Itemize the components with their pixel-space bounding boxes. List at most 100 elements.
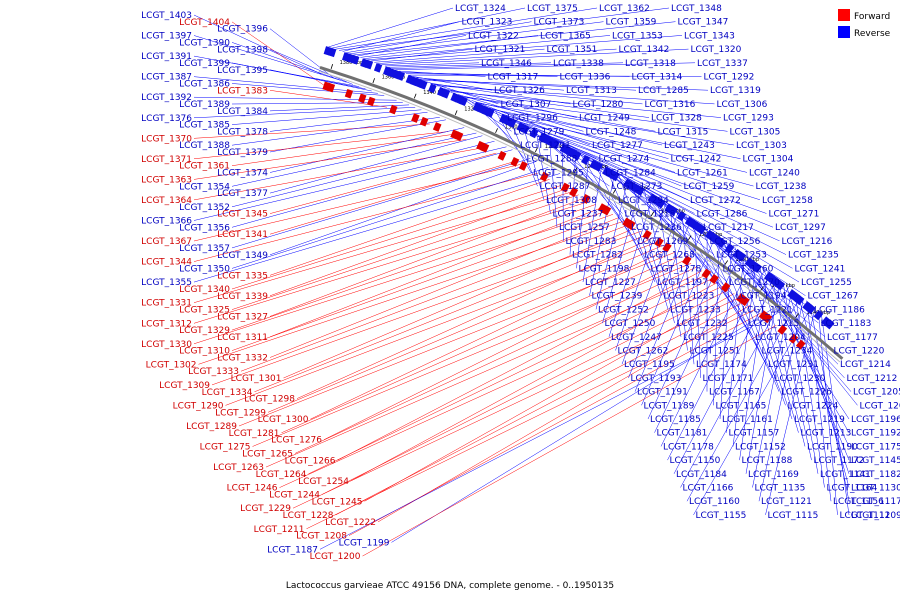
gene-label-right: LCGT_1152 <box>735 442 786 452</box>
gene-label-left: LCGT_1298 <box>244 395 295 405</box>
gene-label-right: LCGT_1188 <box>742 456 793 466</box>
gene-label-right: LCGT_1193 <box>631 374 682 384</box>
leader-line-right <box>339 8 669 50</box>
forward-gene-feature <box>433 122 442 132</box>
gene-label-left: LCGT_1349 <box>217 251 268 261</box>
gene-label-right: LCGT_1135 <box>755 484 806 494</box>
ruler-tick <box>455 110 457 115</box>
gene-label-right: LCGT_1203 <box>860 401 900 411</box>
gene-label-right: LCGT_1271 <box>769 210 820 220</box>
gene-label-right: LCGT_1256 <box>710 237 761 247</box>
leader-line-left <box>232 103 403 105</box>
gene-label-right: LCGT_1115 <box>768 511 819 521</box>
gene-label-right: LCGT_1252 <box>598 305 649 315</box>
gene-label-right: LCGT_1282 <box>572 251 623 261</box>
leader-line-left <box>270 179 550 275</box>
gene-label-right: LCGT_1260 <box>723 264 774 274</box>
gene-label-right: LCGT_1174 <box>696 360 747 370</box>
gene-label-right: LCGT_1305 <box>730 127 781 137</box>
forward-gene-feature <box>510 157 519 167</box>
gene-label-right: LCGT_1238 <box>756 182 807 192</box>
gene-label-right: LCGT_1284 <box>605 168 656 178</box>
gene-label-right: LCGT_1297 <box>775 223 826 233</box>
leader-line-right <box>336 8 598 49</box>
gene-label-right: LCGT_1348 <box>671 4 722 14</box>
gene-label-left: LCGT_1276 <box>271 436 322 446</box>
gene-label-right: LCGT_1214 <box>840 360 891 370</box>
legend-swatch-forward <box>838 9 850 21</box>
ruler-tick <box>373 78 375 83</box>
leader-line-left <box>270 105 409 111</box>
gene-label-right: LCGT_1215 <box>749 319 800 329</box>
leader-line-left <box>297 238 652 399</box>
leader-line-right <box>385 63 479 66</box>
gene-label-right: LCGT_1304 <box>743 155 794 165</box>
gene-label-right: LCGT_1323 <box>462 18 513 28</box>
gene-label-right: LCGT_1192 <box>851 429 900 439</box>
gene-label-right: LCGT_1198 <box>579 264 630 274</box>
legend: Forward Reverse <box>838 9 891 39</box>
leader-line-left <box>266 274 708 467</box>
gene-label-right: LCGT_1232 <box>677 319 728 329</box>
gene-label-right: LCGT_1130 <box>851 484 900 494</box>
gene-label-left: LCGT_1311 <box>217 333 268 343</box>
gene-label-right: LCGT_1292 <box>704 73 755 83</box>
gene-label-right: LCGT_1375 <box>527 4 578 14</box>
gene-label-left: LCGT_1377 <box>217 189 268 199</box>
gene-label-right: LCGT_1269 <box>638 237 689 247</box>
gene-label-right: LCGT_1194 <box>736 292 787 302</box>
gene-label-right: LCGT_1318 <box>625 59 676 69</box>
gene-label-right: LCGT_1277 <box>592 141 643 151</box>
gene-label-right: LCGT_1218 <box>625 210 676 220</box>
gene-label-right: LCGT_1167 <box>709 388 760 398</box>
leader-line-left <box>270 208 602 337</box>
gene-label-right: LCGT_1351 <box>547 45 598 55</box>
gene-label-right: LCGT_1279 <box>514 127 565 137</box>
gene-label-right: LCGT_1319 <box>710 86 761 96</box>
legend-label-reverse: Reverse <box>854 29 891 39</box>
gene-label-right: LCGT_1166 <box>683 484 734 494</box>
gene-label-right: LCGT_1220 <box>834 347 885 357</box>
gene-label-right: LCGT_1231 <box>768 360 819 370</box>
gene-label-right: LCGT_1226 <box>781 388 832 398</box>
gene-label-right: LCGT_1317 <box>488 73 539 83</box>
gene-label-right: LCGT_1337 <box>697 59 748 69</box>
gene-label-right: LCGT_1262 <box>618 347 669 357</box>
gene-label-right: LCGT_1217 <box>703 223 754 233</box>
gene-label-right: LCGT_1241 <box>795 264 846 274</box>
gene-label-left: LCGT_1301 <box>231 374 282 384</box>
gene-label-right: LCGT_1183 <box>821 319 872 329</box>
gene-label-right: LCGT_1250 <box>605 319 656 329</box>
legend-swatch-reverse <box>838 26 850 38</box>
gene-label-right: LCGT_1165 <box>716 401 767 411</box>
gene-label-left: LCGT_1383 <box>217 86 268 96</box>
gene-label-right: LCGT_1227 <box>585 278 636 288</box>
gene-label-right: LCGT_1259 <box>684 182 735 192</box>
gene-label-right: LCGT_1261 <box>677 168 728 178</box>
gene-label-left: LCGT_1245 <box>312 497 363 507</box>
gene-label-right: LCGT_1150 <box>670 456 721 466</box>
leader-line-left <box>270 112 428 131</box>
gene-label-right: LCGT_1195 <box>624 360 675 370</box>
gene-label-right: LCGT_1285 <box>638 86 689 96</box>
gene-label-right: LCGT_1160 <box>689 497 740 507</box>
gene-label-right: LCGT_1326 <box>494 86 545 96</box>
gene-label-left: LCGT_1200 <box>310 552 361 562</box>
gene-label-right: LCGT_1247 <box>611 333 662 343</box>
gene-label-left: LCGT_1379 <box>217 148 268 158</box>
gene-label-right: LCGT_1233 <box>670 305 721 315</box>
gene-label-right: LCGT_1169 <box>748 470 799 480</box>
forward-gene-feature <box>411 113 420 123</box>
gene-label-right: LCGT_1316 <box>645 100 696 110</box>
forward-gene-feature <box>420 117 429 127</box>
gene-label-right: LCGT_1240 <box>749 168 800 178</box>
gene-label-right: LCGT_1362 <box>599 4 650 14</box>
gene-label-right: LCGT_1293 <box>723 114 774 124</box>
gene-label-right: LCGT_1342 <box>619 45 670 55</box>
gene-label-right: LCGT_1239 <box>592 292 643 302</box>
gene-label-right: LCGT_1288 <box>527 155 578 165</box>
gene-label-left: LCGT_1254 <box>298 477 349 487</box>
gene-label-right: LCGT_1191 <box>637 388 688 398</box>
gene-label-right: LCGT_1196 <box>851 415 900 425</box>
gene-label-right: LCGT_1155 <box>696 511 747 521</box>
